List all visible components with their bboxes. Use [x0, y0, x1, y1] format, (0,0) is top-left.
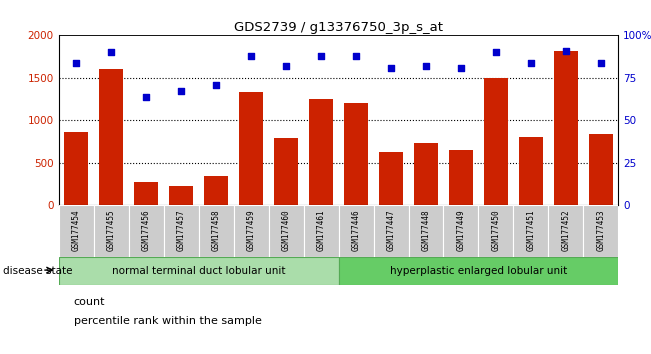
- Bar: [484, 78, 508, 205]
- Text: hyperplastic enlarged lobular unit: hyperplastic enlarged lobular unit: [390, 266, 567, 276]
- Bar: [554, 51, 578, 205]
- Point: [316, 53, 326, 59]
- Text: GSM177458: GSM177458: [212, 210, 221, 251]
- Text: percentile rank within the sample: percentile rank within the sample: [74, 316, 262, 326]
- Bar: [59, 257, 339, 285]
- Bar: [59, 205, 94, 257]
- Point: [246, 53, 256, 59]
- Bar: [303, 205, 339, 257]
- Text: GSM177454: GSM177454: [72, 210, 81, 251]
- Bar: [64, 132, 89, 205]
- Point: [141, 94, 151, 99]
- Bar: [94, 205, 128, 257]
- Text: normal terminal duct lobular unit: normal terminal duct lobular unit: [112, 266, 285, 276]
- Bar: [199, 205, 234, 257]
- Point: [386, 65, 396, 70]
- Point: [176, 88, 186, 94]
- Bar: [309, 99, 333, 205]
- Text: GSM177450: GSM177450: [492, 210, 501, 251]
- Bar: [163, 205, 199, 257]
- Point: [106, 50, 117, 55]
- Bar: [339, 257, 618, 285]
- Bar: [519, 137, 543, 205]
- Bar: [344, 103, 368, 205]
- Bar: [134, 182, 158, 205]
- Point: [491, 50, 501, 55]
- Point: [211, 82, 221, 87]
- Bar: [99, 69, 123, 205]
- Text: GSM177459: GSM177459: [247, 210, 256, 251]
- Bar: [169, 186, 193, 205]
- Point: [281, 63, 291, 69]
- Point: [526, 60, 536, 65]
- Bar: [409, 205, 443, 257]
- Bar: [414, 143, 438, 205]
- Text: GSM177448: GSM177448: [421, 210, 430, 251]
- Bar: [583, 205, 618, 257]
- Point: [71, 60, 81, 65]
- Point: [561, 48, 571, 53]
- Bar: [548, 205, 583, 257]
- Title: GDS2739 / g13376750_3p_s_at: GDS2739 / g13376750_3p_s_at: [234, 21, 443, 34]
- Text: GSM177457: GSM177457: [176, 210, 186, 251]
- Text: GSM177456: GSM177456: [141, 210, 150, 251]
- Text: disease state: disease state: [3, 266, 73, 276]
- Point: [421, 63, 431, 69]
- Bar: [589, 134, 613, 205]
- Text: GSM177461: GSM177461: [316, 210, 326, 251]
- Text: GSM177449: GSM177449: [456, 210, 465, 251]
- Bar: [379, 152, 403, 205]
- Text: GSM177446: GSM177446: [352, 210, 361, 251]
- Bar: [239, 92, 263, 205]
- Point: [456, 65, 466, 70]
- Bar: [268, 205, 303, 257]
- Bar: [478, 205, 514, 257]
- Bar: [514, 205, 548, 257]
- Point: [596, 60, 606, 65]
- Text: count: count: [74, 297, 105, 307]
- Text: GSM177455: GSM177455: [107, 210, 116, 251]
- Bar: [204, 176, 229, 205]
- Bar: [374, 205, 409, 257]
- Text: GSM177460: GSM177460: [281, 210, 290, 251]
- Text: GSM177452: GSM177452: [561, 210, 570, 251]
- Text: GSM177447: GSM177447: [387, 210, 396, 251]
- Bar: [443, 205, 478, 257]
- Bar: [339, 205, 374, 257]
- Bar: [449, 150, 473, 205]
- Point: [351, 53, 361, 59]
- Bar: [234, 205, 268, 257]
- Text: GSM177453: GSM177453: [596, 210, 605, 251]
- Bar: [274, 138, 298, 205]
- Bar: [128, 205, 163, 257]
- Text: GSM177451: GSM177451: [527, 210, 536, 251]
